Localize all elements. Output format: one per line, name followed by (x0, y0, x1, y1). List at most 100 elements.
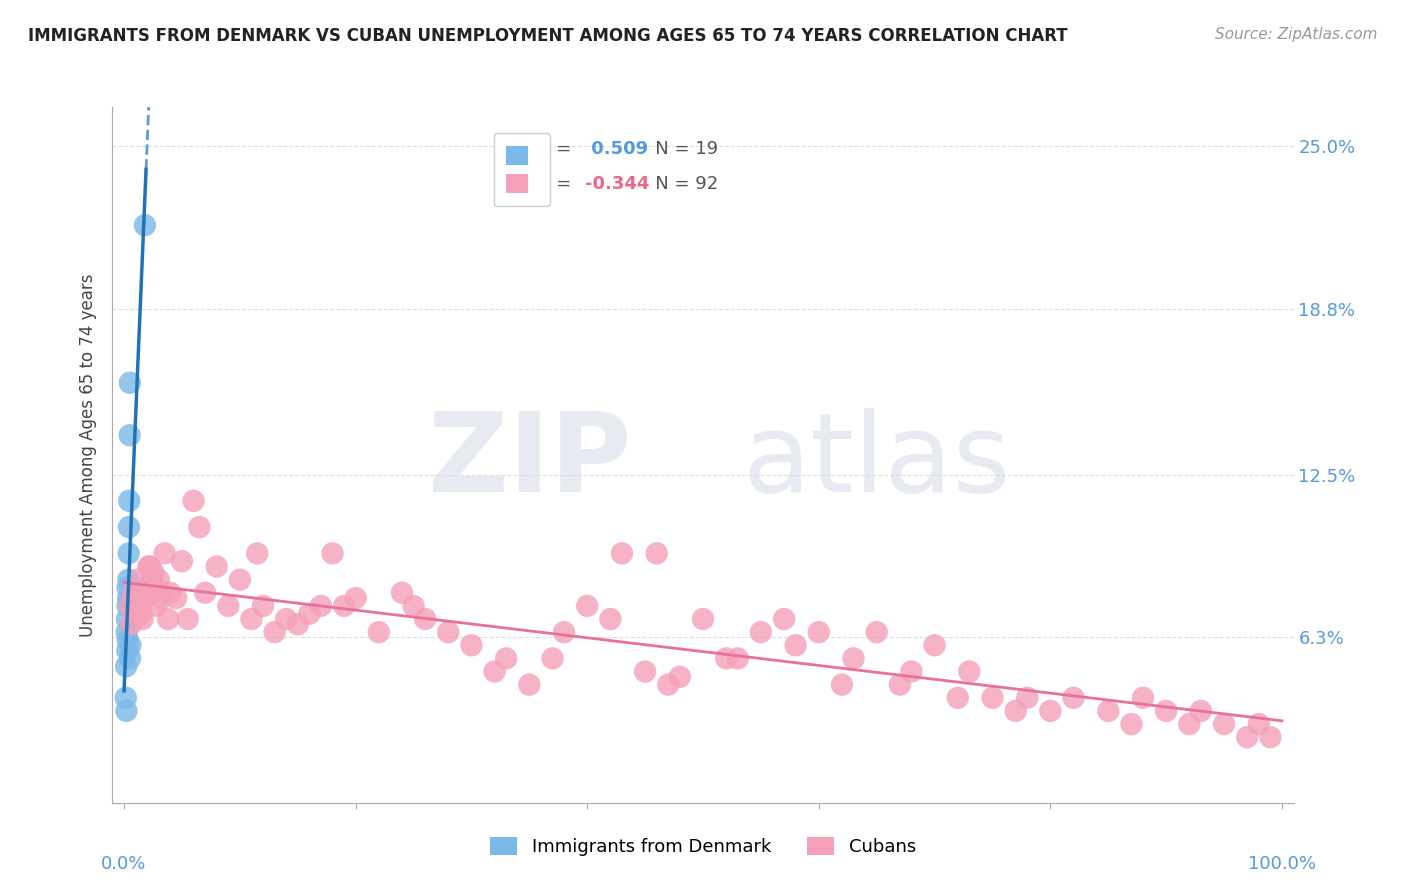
Point (807, 625, 830, 640)
Point (124, 591, 146, 605)
Point (1097, 704, 1119, 718)
Point (1260, 730, 1282, 744)
Point (1039, 704, 1062, 718)
Point (115, 659, 138, 673)
Point (252, 599, 274, 613)
Point (957, 665, 980, 679)
Point (177, 612, 200, 626)
Point (122, 586, 145, 600)
Point (142, 565, 165, 579)
Point (217, 599, 239, 613)
Point (333, 599, 356, 613)
Point (1236, 730, 1258, 744)
Point (669, 670, 692, 684)
Point (367, 625, 389, 640)
Point (1121, 717, 1143, 731)
Point (773, 612, 796, 626)
Text: atlas: atlas (742, 408, 1011, 515)
Point (321, 546, 343, 560)
Point (153, 546, 176, 560)
Point (138, 559, 160, 574)
Point (117, 591, 139, 605)
Point (634, 665, 657, 679)
Point (1178, 717, 1201, 731)
Point (866, 625, 889, 640)
Point (298, 607, 321, 621)
Point (117, 573, 139, 587)
Point (402, 599, 425, 613)
Point (170, 554, 193, 568)
Point (127, 573, 149, 587)
Y-axis label: Unemployment Among Ages 65 to 74 years: Unemployment Among Ages 65 to 74 years (79, 273, 97, 637)
Point (727, 651, 749, 665)
Point (118, 494, 141, 508)
Point (128, 599, 150, 613)
Point (484, 665, 506, 679)
Point (645, 546, 668, 560)
Point (118, 546, 141, 560)
Text: 0.0%: 0.0% (101, 855, 146, 873)
Point (120, 617, 142, 632)
Text: R =: R = (537, 140, 576, 158)
Point (1213, 717, 1236, 731)
Point (118, 520, 141, 534)
Point (131, 607, 153, 621)
Point (344, 591, 367, 605)
Point (437, 625, 460, 640)
Point (143, 581, 166, 595)
Text: ZIP: ZIP (427, 408, 631, 515)
Point (229, 573, 252, 587)
Point (115, 612, 138, 626)
Point (145, 599, 167, 613)
Point (134, 218, 156, 232)
Point (135, 586, 157, 600)
Point (157, 612, 180, 626)
Point (276, 612, 298, 626)
Point (657, 678, 679, 692)
Text: IMMIGRANTS FROM DENMARK VS CUBAN UNEMPLOYMENT AMONG AGES 65 TO 74 YEARS CORRELAT: IMMIGRANTS FROM DENMARK VS CUBAN UNEMPLO… (28, 27, 1067, 45)
Text: R =: R = (537, 175, 576, 193)
Point (831, 678, 853, 692)
Point (150, 591, 173, 605)
Text: N = 92: N = 92 (638, 175, 718, 193)
Point (136, 581, 159, 595)
Point (553, 625, 575, 640)
Point (1189, 704, 1212, 718)
Point (118, 428, 141, 442)
Point (120, 651, 142, 665)
Point (117, 599, 139, 613)
Point (749, 625, 772, 640)
Point (125, 591, 148, 605)
Point (188, 520, 211, 534)
Point (118, 599, 141, 613)
Point (900, 665, 922, 679)
Point (692, 612, 714, 626)
Point (842, 651, 865, 665)
Point (391, 586, 413, 600)
Point (134, 591, 156, 605)
Point (599, 612, 621, 626)
Point (517, 678, 540, 692)
Point (1154, 704, 1177, 718)
Text: -0.344: -0.344 (585, 175, 650, 193)
Point (610, 546, 633, 560)
Text: Source: ZipAtlas.com: Source: ZipAtlas.com (1215, 27, 1378, 42)
Point (131, 612, 153, 626)
Text: N = 19: N = 19 (638, 140, 718, 158)
Point (924, 638, 946, 652)
Point (205, 559, 228, 574)
Point (1132, 690, 1154, 705)
Point (194, 586, 217, 600)
Point (889, 678, 911, 692)
Point (576, 599, 599, 613)
Point (120, 638, 142, 652)
Point (1004, 704, 1026, 718)
Point (117, 581, 139, 595)
Point (117, 643, 139, 657)
Point (495, 651, 517, 665)
Point (287, 617, 309, 632)
Point (138, 559, 160, 574)
Point (114, 690, 136, 705)
Point (124, 607, 146, 621)
Point (460, 638, 482, 652)
